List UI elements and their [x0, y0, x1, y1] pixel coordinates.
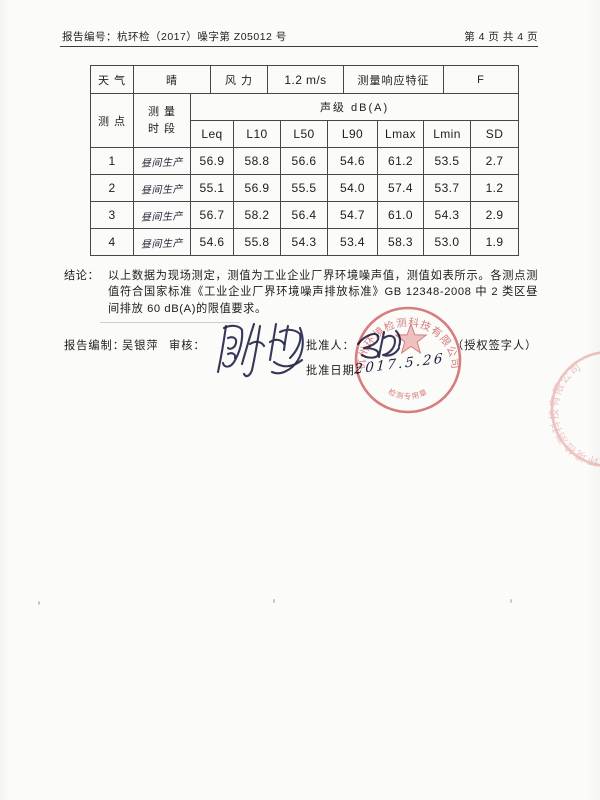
prepared-label: 报告编制：: [64, 340, 125, 352]
review-label: 审核：: [169, 340, 206, 352]
point-cell: 3: [90, 201, 134, 229]
table-row: 3 昼间生产 56.7 58.2 56.4 54.7 61.0 54.3 2.9: [90, 201, 520, 229]
col-l10: L10: [233, 120, 281, 148]
prepared-name: 吴银萍: [122, 340, 159, 352]
col-l50: L50: [280, 120, 328, 148]
page-header: 报告编号：杭环检（2017）噪字第 Z05012 号 第 4 页 共 4 页: [62, 29, 538, 44]
table-row: 2 昼间生产 55.1 56.9 55.5 54.0 57.4 53.7 1.2: [90, 174, 520, 202]
approve-date-label: 批准日期：: [306, 365, 367, 377]
period-cell: 昼间生产: [133, 228, 191, 256]
col-lmin: Lmin: [423, 120, 471, 148]
scan-speck: [510, 599, 512, 603]
wind-value: 1.2 m/s: [267, 65, 344, 94]
conclusion-text: 以上数据为现场测定，测值为工业企业厂界环境噪声值，测值如表所示。各测点测值符合国…: [108, 270, 538, 315]
tables-block: 天 气 晴 风 力 1.2 m/s 测量响应特征 F 测 点 测 量 时 段 声…: [90, 65, 520, 256]
col-leq: Leq: [190, 120, 234, 148]
period-cell: 昼间生产: [133, 174, 191, 202]
authorized-signer-note: （授权签字人）: [452, 340, 538, 352]
wind-label: 风 力: [210, 65, 268, 94]
point-cell: 4: [90, 228, 134, 256]
column-header-row: Leq L10 L50 L90 Lmax Lmin SD: [91, 120, 520, 148]
fold-mark-line: [100, 322, 240, 323]
point-header: 测 点: [90, 93, 134, 148]
table-row: 4 昼间生产 54.6 55.8 54.3 53.4 58.3 53.0 1.9: [90, 228, 520, 256]
point-cell: 1: [90, 147, 134, 175]
response-value: F: [443, 65, 519, 94]
period-header: 测 量 时 段: [133, 93, 191, 148]
noise-table: 测 点 测 量 时 段 声级 dB(A) Leq L10 L50 L90 Lma…: [90, 93, 520, 256]
weather-value: 晴: [133, 65, 211, 94]
period-cell: 昼间生产: [133, 201, 191, 229]
reviewer-signature: [216, 322, 304, 378]
company-seal: 杭州环境检测科技有限公司 检测专用章: [354, 306, 462, 414]
conditions-table: 天 气 晴 风 力 1.2 m/s 测量响应特征 F: [90, 65, 519, 94]
scan-speck: [38, 601, 40, 605]
report-number: 报告编号：杭环检（2017）噪字第 Z05012 号: [62, 31, 287, 43]
col-sd: SD: [469, 120, 520, 148]
response-label: 测量响应特征: [343, 65, 444, 94]
seal-bottom-text: 检测专用章: [387, 386, 429, 401]
page-indicator: 第 4 页 共 4 页: [464, 31, 538, 43]
secondary-seal: 杭州环境检测科技有限公司: [547, 350, 600, 471]
conclusion-block: 结论： 以上数据为现场测定，测值为工业企业厂界环境噪声值，测值如表所示。各测点测…: [64, 268, 538, 317]
col-lmax: Lmax: [377, 120, 424, 148]
col-l90: L90: [327, 120, 378, 148]
approver-label: 批准人：: [306, 340, 355, 352]
period-cell: 昼间生产: [133, 147, 191, 175]
point-cell: 2: [90, 174, 134, 202]
header-rule: [60, 46, 538, 47]
table-row: 1 昼间生产 56.9 58.8 56.6 54.6 61.2 53.5 2.7: [90, 147, 520, 175]
conclusion-label: 结论：: [64, 270, 100, 282]
scan-speck: [273, 599, 275, 603]
level-group-header: 声级 dB(A): [189, 93, 520, 121]
weather-label: 天 气: [90, 65, 134, 94]
